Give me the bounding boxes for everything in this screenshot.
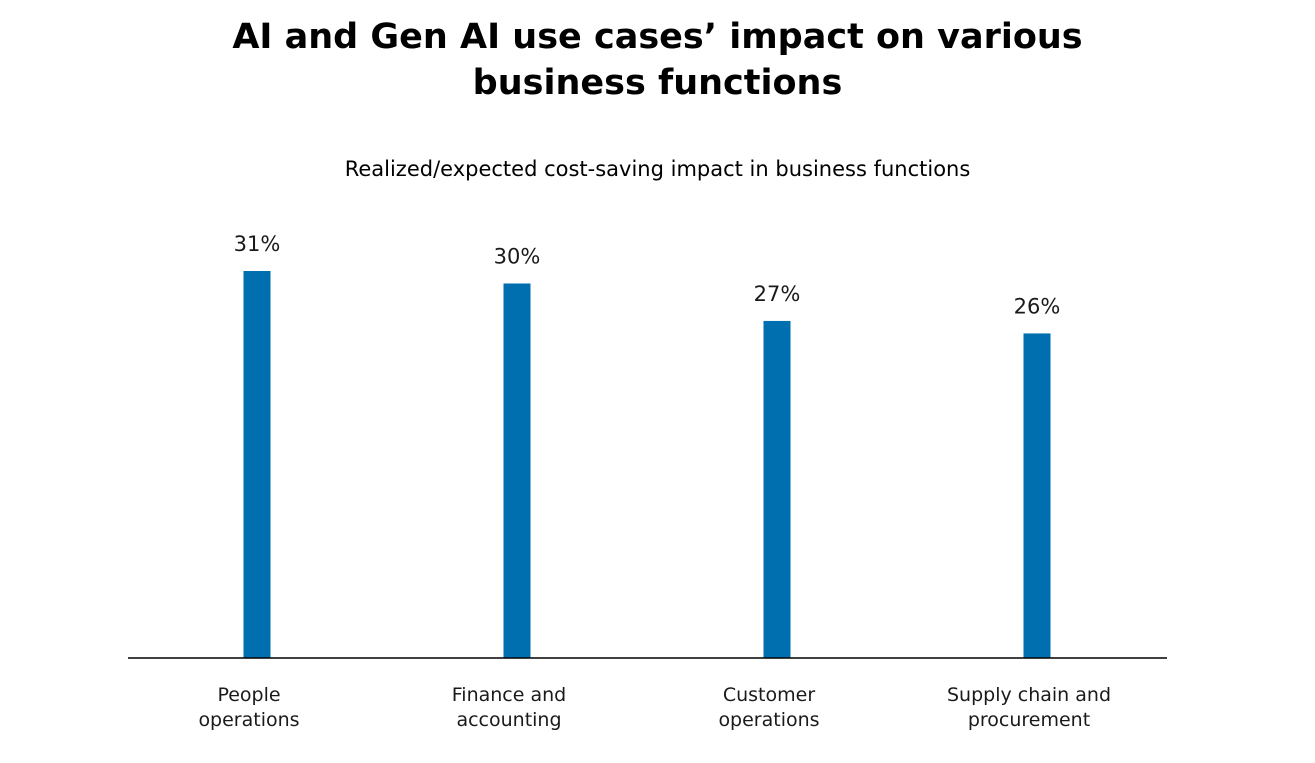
bar-2 [503,283,531,658]
chart-title: AI and Gen AI use cases’ impact on vario… [0,14,1315,106]
category-label-2: Finance and accounting [452,684,566,731]
chart-subtitle: Realized/expected cost-saving impact in … [344,157,971,181]
data-label-1: 31% [234,232,281,256]
data-label-4: 26% [1014,294,1061,318]
data-label-3: 27% [754,282,801,306]
bar-1 [243,271,271,658]
bar-3 [763,320,791,658]
category-label-3: Customer operations [718,684,819,731]
chart-title-line-1: AI and Gen AI use cases’ impact on vario… [232,17,1083,57]
category-label-4: Supply chain and procurement [947,684,1111,731]
data-label-2: 30% [494,244,541,268]
category-label-1: People operations [198,684,299,731]
chart-title-line-2: business functions [472,63,843,103]
bar-4 [1023,333,1051,658]
